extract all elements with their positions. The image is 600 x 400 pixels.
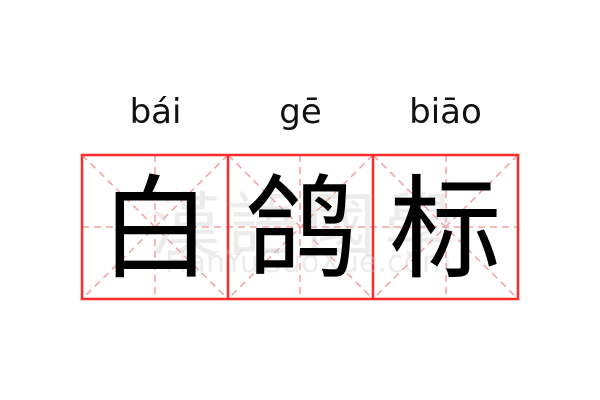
pinyin-2: gē (279, 92, 322, 132)
character-3: 标 (389, 165, 502, 295)
pinyin-3: biāo (409, 92, 482, 132)
character-2: 鸽 (244, 165, 357, 295)
character-1: 白 (99, 165, 212, 295)
pinyin-1: bái (129, 92, 182, 132)
guide-lines (81, 154, 519, 300)
grid-borders (80, 153, 520, 301)
